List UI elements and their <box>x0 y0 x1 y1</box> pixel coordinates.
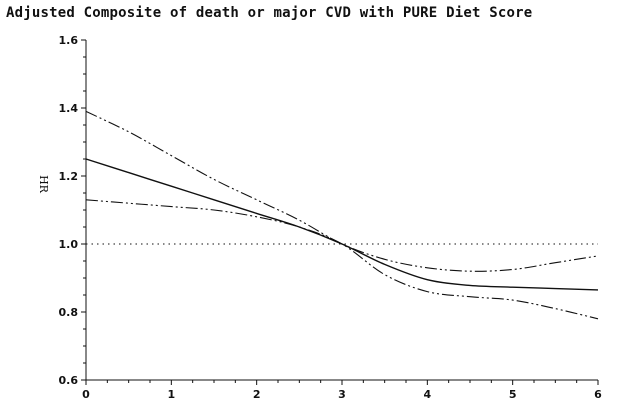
y-axis-label: HR <box>37 175 50 194</box>
series-line-lower-bound <box>85 199 599 320</box>
x-tick-label: 0 <box>82 388 90 401</box>
x-tick-label: 6 <box>594 388 602 401</box>
axis-layer: 0.6 0.8 1.0 1.2 1.4 1.6 0 1 2 3 4 5 6 HR <box>37 34 602 401</box>
y-tick-label: 1.6 <box>59 34 79 47</box>
x-tick-label: 2 <box>253 388 261 401</box>
x-tick-label: 5 <box>509 388 517 401</box>
series-layer <box>85 110 599 320</box>
y-tick-label: 1.4 <box>59 102 79 115</box>
y-tick-label: 1.2 <box>59 170 79 183</box>
x-tick-label: 1 <box>168 388 176 401</box>
series-line-estimate <box>85 158 599 291</box>
y-tick-label: 1.0 <box>59 238 79 251</box>
y-tick-label: 0.8 <box>59 306 79 319</box>
y-tick-label: 0.6 <box>59 374 79 387</box>
x-tick-label: 4 <box>424 388 432 401</box>
series-line-upper-bound <box>85 110 599 272</box>
chart-title: Adjusted Composite of death or major CVD… <box>6 5 533 21</box>
x-tick-label: 3 <box>338 388 346 401</box>
